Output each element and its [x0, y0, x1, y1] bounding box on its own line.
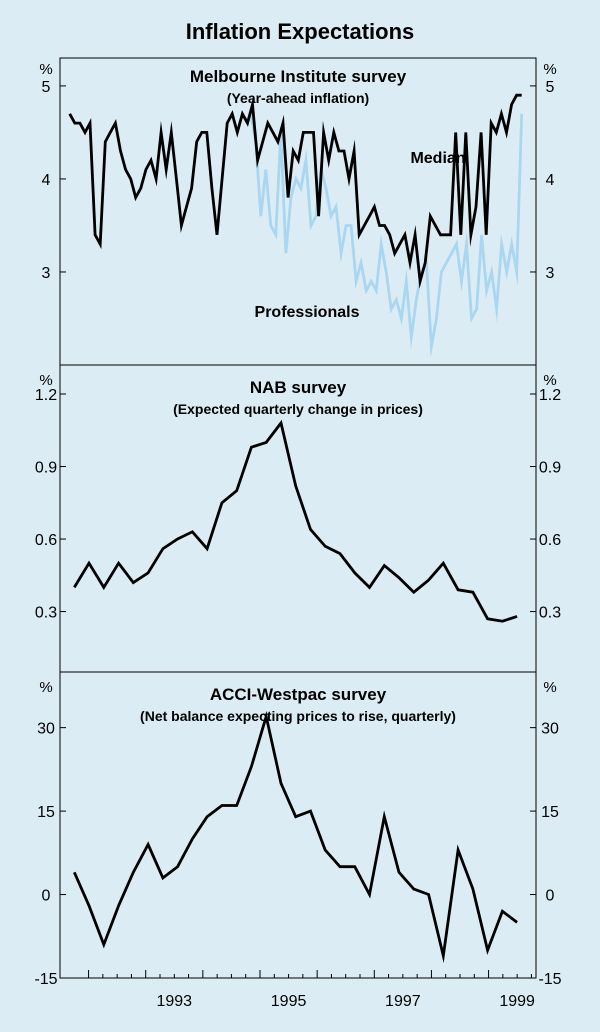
panel-acci-westpac: ACCI-Westpac survey (Net balance expecti… — [34, 679, 561, 988]
series-line-professionals — [244, 109, 524, 359]
series-line-median — [68, 93, 522, 289]
panel-1-title: Melbourne Institute survey — [190, 67, 407, 86]
ytick-label-right: 4 — [546, 172, 555, 189]
panel-2-unit-right: % — [543, 372, 556, 389]
ytick-label-right: 5 — [546, 79, 555, 96]
panel-2-unit-left: % — [39, 372, 52, 389]
ytick-label-left: 0.6 — [35, 532, 57, 549]
ytick-label-right: 1.2 — [539, 387, 561, 404]
panel-1-unit-right: % — [543, 61, 556, 78]
series-line-nab — [73, 419, 518, 623]
ytick-label-right: -15 — [538, 971, 561, 988]
xtick-label: 1997 — [385, 993, 421, 1010]
panels-frame — [59, 57, 537, 979]
panel-3-subtitle: (Net balance expecting prices to rise, q… — [140, 708, 456, 724]
ytick-label-right: 0.9 — [539, 460, 561, 477]
ytick-label-left: 4 — [42, 172, 51, 189]
series-line-acci-westpac — [73, 710, 518, 964]
panel-2-title: NAB survey — [250, 378, 347, 397]
panel-3-unit-left: % — [39, 679, 52, 696]
xtick-label: 1993 — [156, 993, 192, 1010]
ytick-label-left: 0.3 — [35, 605, 57, 622]
ytick-label-right: 0.3 — [539, 605, 561, 622]
panel-nab: NAB survey (Expected quarterly change in… — [35, 372, 561, 623]
ytick-label-left: -15 — [34, 971, 57, 988]
ytick-label-left: 30 — [37, 721, 55, 738]
panel-3-title: ACCI-Westpac survey — [210, 685, 387, 704]
chart-title: Inflation Expectations — [186, 19, 415, 44]
panel-1-unit-left: % — [39, 61, 52, 78]
median-series-label: Median — [410, 150, 465, 167]
panel-3-unit-right: % — [543, 679, 556, 696]
ytick-label-right: 15 — [541, 804, 559, 821]
ytick-label-left: 15 — [37, 804, 55, 821]
ytick-label-left: 3 — [42, 265, 51, 282]
xtick-label: 1999 — [499, 993, 535, 1010]
ytick-label-right: 3 — [546, 265, 555, 282]
ytick-label-right: 0.6 — [539, 532, 561, 549]
xtick-label: 1995 — [271, 993, 307, 1010]
ytick-label-left: 0.9 — [35, 460, 57, 477]
ytick-label-left: 0 — [42, 888, 51, 905]
ytick-label-right: 0 — [546, 888, 555, 905]
ytick-label-right: 30 — [541, 721, 559, 738]
ytick-label-left: 5 — [42, 79, 51, 96]
panel-1-subtitle: (Year-ahead inflation) — [227, 90, 369, 106]
x-axis: 1993 1995 1997 1999 — [88, 970, 535, 1010]
panel-2-subtitle: (Expected quarterly change in prices) — [173, 401, 423, 417]
panel-melbourne-institute: Melbourne Institute survey (Year-ahead i… — [39, 61, 557, 359]
professionals-series-label: Professionals — [255, 304, 360, 321]
ytick-label-left: 1.2 — [35, 387, 57, 404]
